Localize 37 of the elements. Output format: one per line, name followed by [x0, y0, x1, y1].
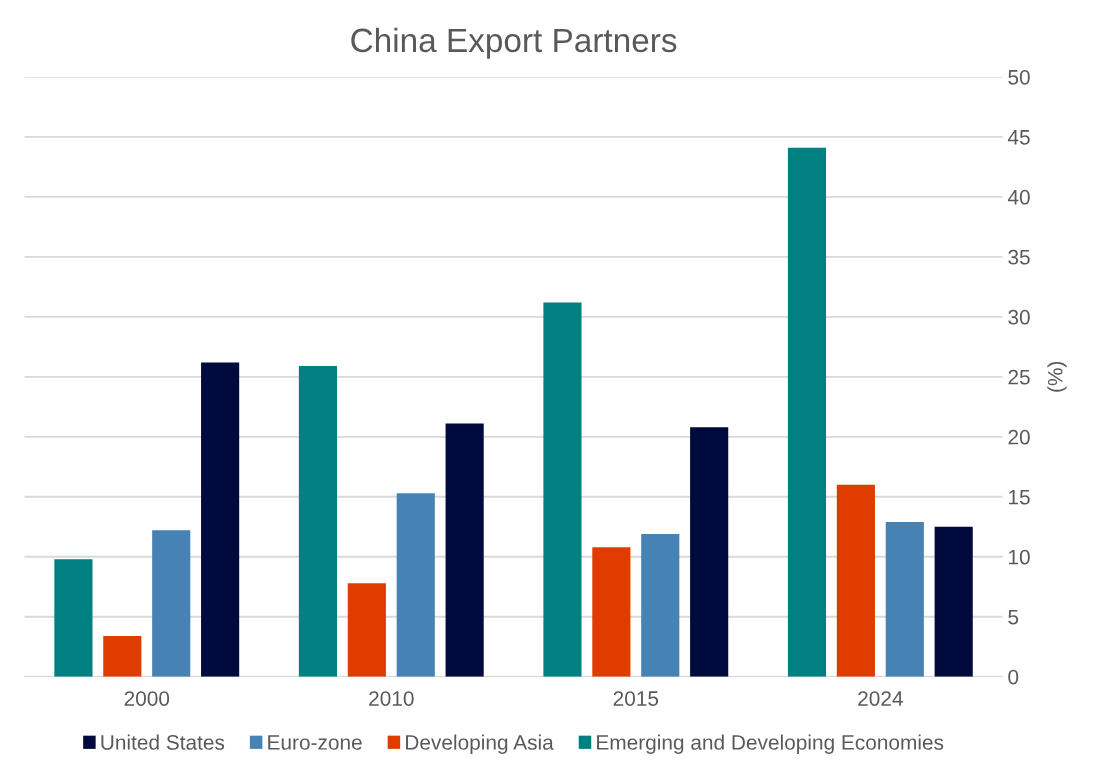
x-tick-label: 2010 [369, 691, 414, 706]
bar [103, 635, 142, 677]
y-tick-label: 15 [1009, 489, 1030, 505]
bar [592, 547, 631, 677]
bar [690, 427, 729, 677]
bar [201, 362, 240, 677]
y-tick-label: 30 [1008, 309, 1030, 325]
y-tick-label: 0 [1008, 669, 1019, 685]
legend-label: Developing Asia [406, 734, 554, 754]
y-tick-label: 25 [1008, 369, 1030, 385]
bar [54, 559, 93, 677]
bar [445, 423, 484, 677]
y-tick-label: 20 [1008, 429, 1030, 445]
x-tick-label: 2000 [124, 691, 170, 706]
bar [787, 147, 827, 677]
x-tick-label: 2024 [858, 691, 903, 706]
chart-title: China Export Partners [351, 27, 677, 59]
bar [396, 493, 435, 677]
y-tick-label: 35 [1008, 249, 1030, 265]
bar [347, 583, 386, 677]
legend-label: Emerging and Developing Economies [597, 734, 944, 754]
y-tick-label: 5 [1008, 609, 1019, 625]
bar [543, 302, 582, 677]
bar [836, 484, 875, 677]
y-tick-label: 50 [1008, 69, 1030, 85]
legend-label: United States [101, 734, 225, 750]
y-tick-label: 45 [1007, 130, 1030, 145]
bar [298, 366, 338, 677]
x-tick-label: 2015 [613, 691, 659, 706]
y-tick-label: 40 [1007, 189, 1030, 205]
bar [885, 521, 924, 677]
legend-label: Euro-zone [268, 735, 362, 750]
bar [152, 530, 191, 677]
bar [934, 526, 973, 677]
y-tick-label: 10 [1009, 549, 1030, 565]
bar [641, 533, 680, 677]
y-axis-title: (%) [1047, 361, 1067, 392]
